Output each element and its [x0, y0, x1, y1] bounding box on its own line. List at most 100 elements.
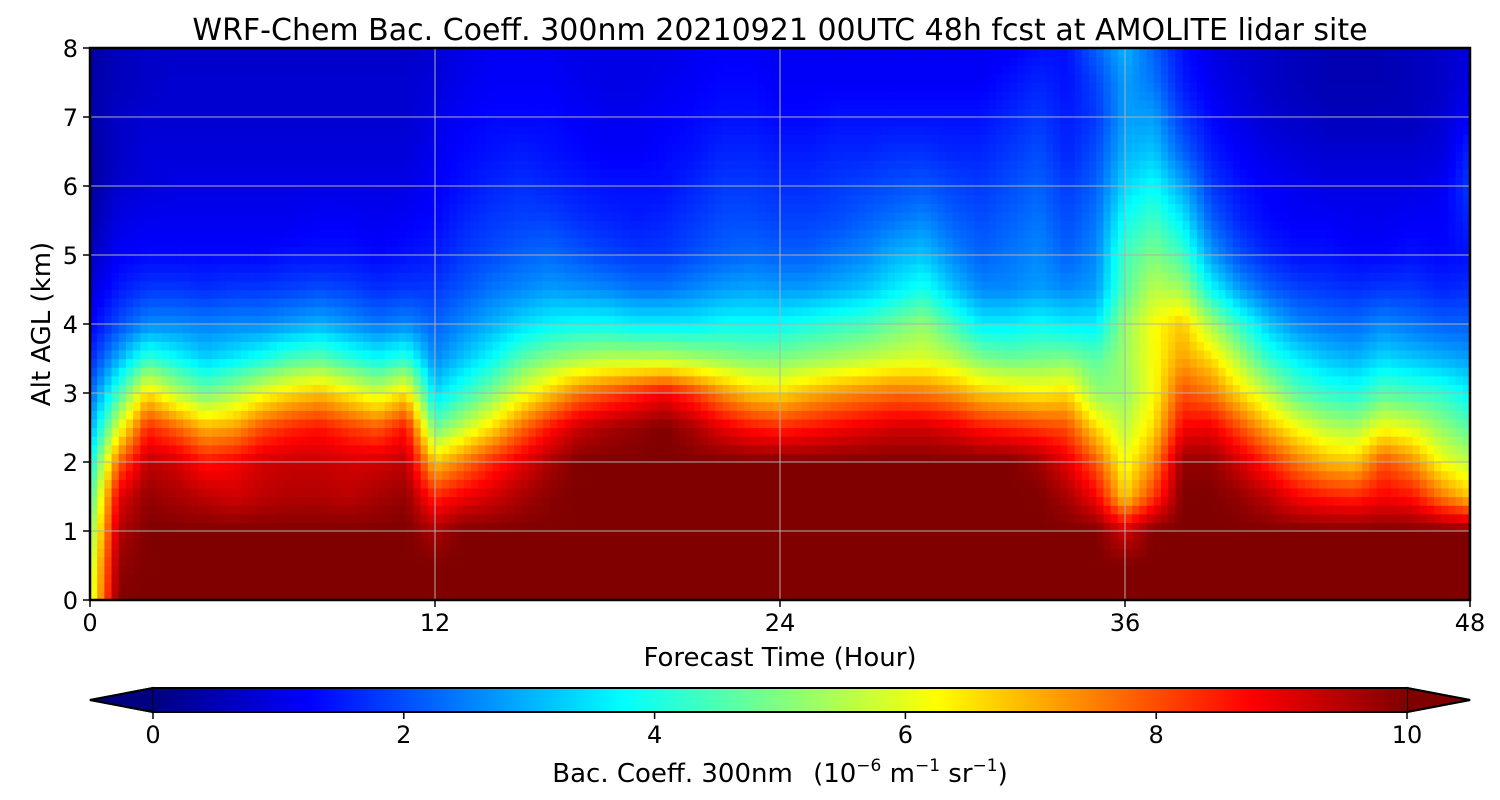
heatmap-cell	[772, 427, 781, 437]
heatmap-cell	[1010, 410, 1018, 420]
heatmap-cell	[327, 539, 335, 549]
heatmap-cell	[169, 591, 177, 600]
heatmap-cell	[1376, 565, 1385, 575]
heatmap-cell	[334, 375, 343, 385]
heatmap-cell	[1067, 401, 1076, 411]
heatmap-cell	[823, 496, 831, 506]
heatmap-cell	[643, 444, 652, 454]
heatmap-cell	[478, 487, 486, 498]
heatmap-cell	[744, 470, 752, 480]
heatmap-cell	[974, 462, 982, 472]
heatmap-cell	[1010, 462, 1018, 472]
heatmap-cell	[1045, 487, 1054, 498]
heatmap-cell	[399, 548, 407, 558]
heatmap-cell	[794, 565, 803, 575]
heatmap-cell	[866, 427, 875, 437]
heatmap-cell	[938, 401, 946, 411]
heatmap-cell	[478, 453, 486, 463]
heatmap-cell	[1002, 591, 1011, 600]
heatmap-cell	[90, 375, 98, 385]
heatmap-cell	[1002, 418, 1011, 429]
heatmap-cell	[140, 427, 149, 437]
heatmap-cell	[916, 470, 925, 480]
heatmap-cell	[413, 444, 422, 454]
heatmap-cell	[427, 375, 436, 385]
heatmap-cell	[248, 522, 256, 532]
heatmap-cell	[183, 565, 192, 575]
heatmap-cell	[1103, 548, 1112, 558]
heatmap-cell	[636, 531, 645, 541]
heatmap-cell	[1426, 539, 1435, 549]
heatmap-cell	[240, 556, 249, 567]
heatmap-cell	[147, 522, 156, 532]
heatmap-cell	[1326, 393, 1335, 403]
heatmap-cell	[1412, 453, 1421, 463]
heatmap-cell	[643, 539, 652, 549]
heatmap-cell	[614, 479, 623, 489]
heatmap-cell	[1196, 410, 1205, 420]
heatmap-cell	[327, 444, 335, 454]
heatmap-cell	[751, 436, 760, 446]
heatmap-cell	[104, 496, 113, 506]
heatmap-cell	[679, 427, 688, 437]
heatmap-cell	[966, 401, 975, 411]
heatmap-cell	[1110, 393, 1119, 403]
heatmap-cell	[104, 375, 113, 385]
heatmap-cell	[255, 565, 264, 575]
heatmap-cell	[1240, 591, 1248, 600]
heatmap-cell	[1405, 479, 1414, 489]
heatmap-cell	[384, 522, 393, 532]
heatmap-cell	[420, 565, 429, 575]
heatmap-cell	[355, 505, 364, 515]
heatmap-cell	[1160, 427, 1169, 437]
heatmap-cell	[161, 375, 170, 385]
heatmap-cell	[693, 591, 702, 600]
heatmap-cell	[1139, 393, 1148, 403]
heatmap-cell	[1441, 418, 1450, 429]
heatmap-cell	[1196, 513, 1205, 523]
heatmap-cell	[90, 393, 98, 403]
heatmap-cell	[1060, 513, 1069, 523]
heatmap-cell	[1383, 384, 1392, 394]
heatmap-cell	[506, 513, 515, 523]
heatmap-cell	[571, 401, 580, 411]
heatmap-cell	[1189, 565, 1198, 575]
heatmap-cell	[830, 496, 839, 506]
heatmap-cell	[643, 548, 652, 558]
heatmap-cell	[1362, 418, 1370, 429]
heatmap-cell	[672, 539, 680, 549]
heatmap-cell	[657, 393, 666, 403]
heatmap-cell	[880, 487, 889, 498]
heatmap-cell	[880, 582, 889, 592]
heatmap-cell	[413, 479, 422, 489]
heatmap-cell	[1261, 487, 1270, 498]
heatmap-cell	[1081, 418, 1090, 429]
heatmap-cell	[169, 436, 177, 446]
heatmap-cell	[161, 522, 170, 532]
heatmap-cell	[542, 393, 551, 403]
heatmap-cell	[830, 539, 839, 549]
heatmap-cell	[219, 565, 228, 575]
heatmap-cell	[1160, 462, 1169, 472]
heatmap-cell	[1110, 384, 1119, 394]
heatmap-cell	[420, 496, 429, 506]
heatmap-cell	[118, 591, 127, 600]
heatmap-cell	[895, 410, 903, 420]
heatmap-cell	[636, 470, 645, 480]
heatmap-cell	[125, 513, 134, 523]
heatmap-cell	[1053, 556, 1061, 567]
heatmap-cell	[1261, 531, 1270, 541]
heatmap-cell	[636, 410, 645, 420]
heatmap-cell	[1168, 574, 1176, 584]
heatmap-cell	[722, 375, 731, 385]
heatmap-cell	[571, 565, 580, 575]
heatmap-cell	[593, 505, 601, 515]
heatmap-cell	[1153, 418, 1162, 429]
heatmap-cell	[1103, 582, 1112, 592]
heatmap-cell	[1355, 574, 1363, 584]
heatmap-cell	[1434, 470, 1442, 480]
heatmap-cell	[147, 574, 156, 584]
heatmap-cell	[650, 505, 659, 515]
heatmap-cell	[370, 522, 379, 532]
heatmap-cell	[686, 401, 695, 411]
